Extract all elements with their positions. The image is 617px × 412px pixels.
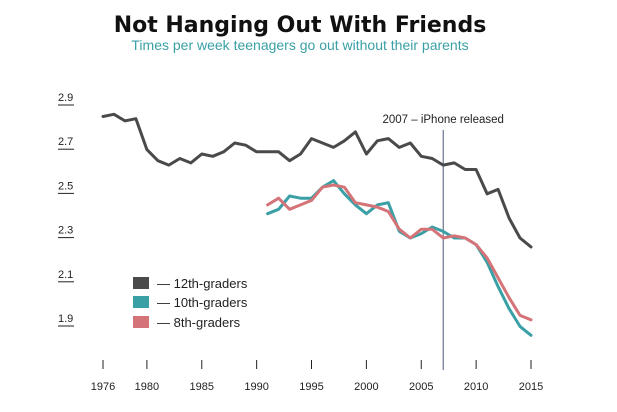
- chart-title: Not Hanging Out With Friends: [114, 13, 487, 38]
- x-tick-label: 2015: [519, 381, 543, 393]
- y-tick-label: 1.9: [58, 313, 73, 325]
- legend: — 12th-graders — 10th-graders — 8th-grader…: [133, 276, 248, 330]
- x-tick-label: 2010: [464, 381, 488, 393]
- x-tick-label: 1976: [91, 381, 115, 393]
- x-tick-label: 1985: [190, 381, 214, 393]
- x-tick-label: 2005: [409, 381, 433, 393]
- x-axis: 1976 1980 1985 1990 1995 2000 2005 2010 2015: [91, 360, 543, 393]
- y-axis: 1.9 2.1 2.3 2.5 2.7 2.9: [58, 92, 74, 327]
- legend-label: — 12th-graders: [157, 276, 248, 291]
- series-line-2: [266, 183, 533, 322]
- series-line-0: [101, 112, 533, 249]
- annotation-label: 2007 – iPhone released: [382, 114, 504, 126]
- legend-label: — 10th-graders: [157, 295, 248, 310]
- y-tick-label: 2.9: [58, 92, 73, 104]
- chart-subtitle: Times per week teenagers go out without …: [131, 37, 468, 53]
- y-tick-label: 2.3: [58, 225, 73, 237]
- x-tick-label: 2000: [354, 381, 378, 393]
- legend-label: — 8th-graders: [157, 315, 241, 330]
- annotations: 2007 – iPhone released: [382, 114, 504, 370]
- legend-swatch: [133, 316, 149, 328]
- legend-swatch: [133, 277, 149, 289]
- x-tick-label: 1980: [135, 381, 159, 393]
- y-tick-label: 2.5: [58, 180, 73, 192]
- y-tick-label: 2.7: [58, 136, 73, 148]
- legend-swatch: [133, 296, 149, 308]
- y-tick-label: 2.1: [58, 269, 73, 281]
- x-tick-label: 1995: [299, 381, 323, 393]
- series-lines: [101, 112, 533, 337]
- x-tick-label: 1990: [244, 381, 268, 393]
